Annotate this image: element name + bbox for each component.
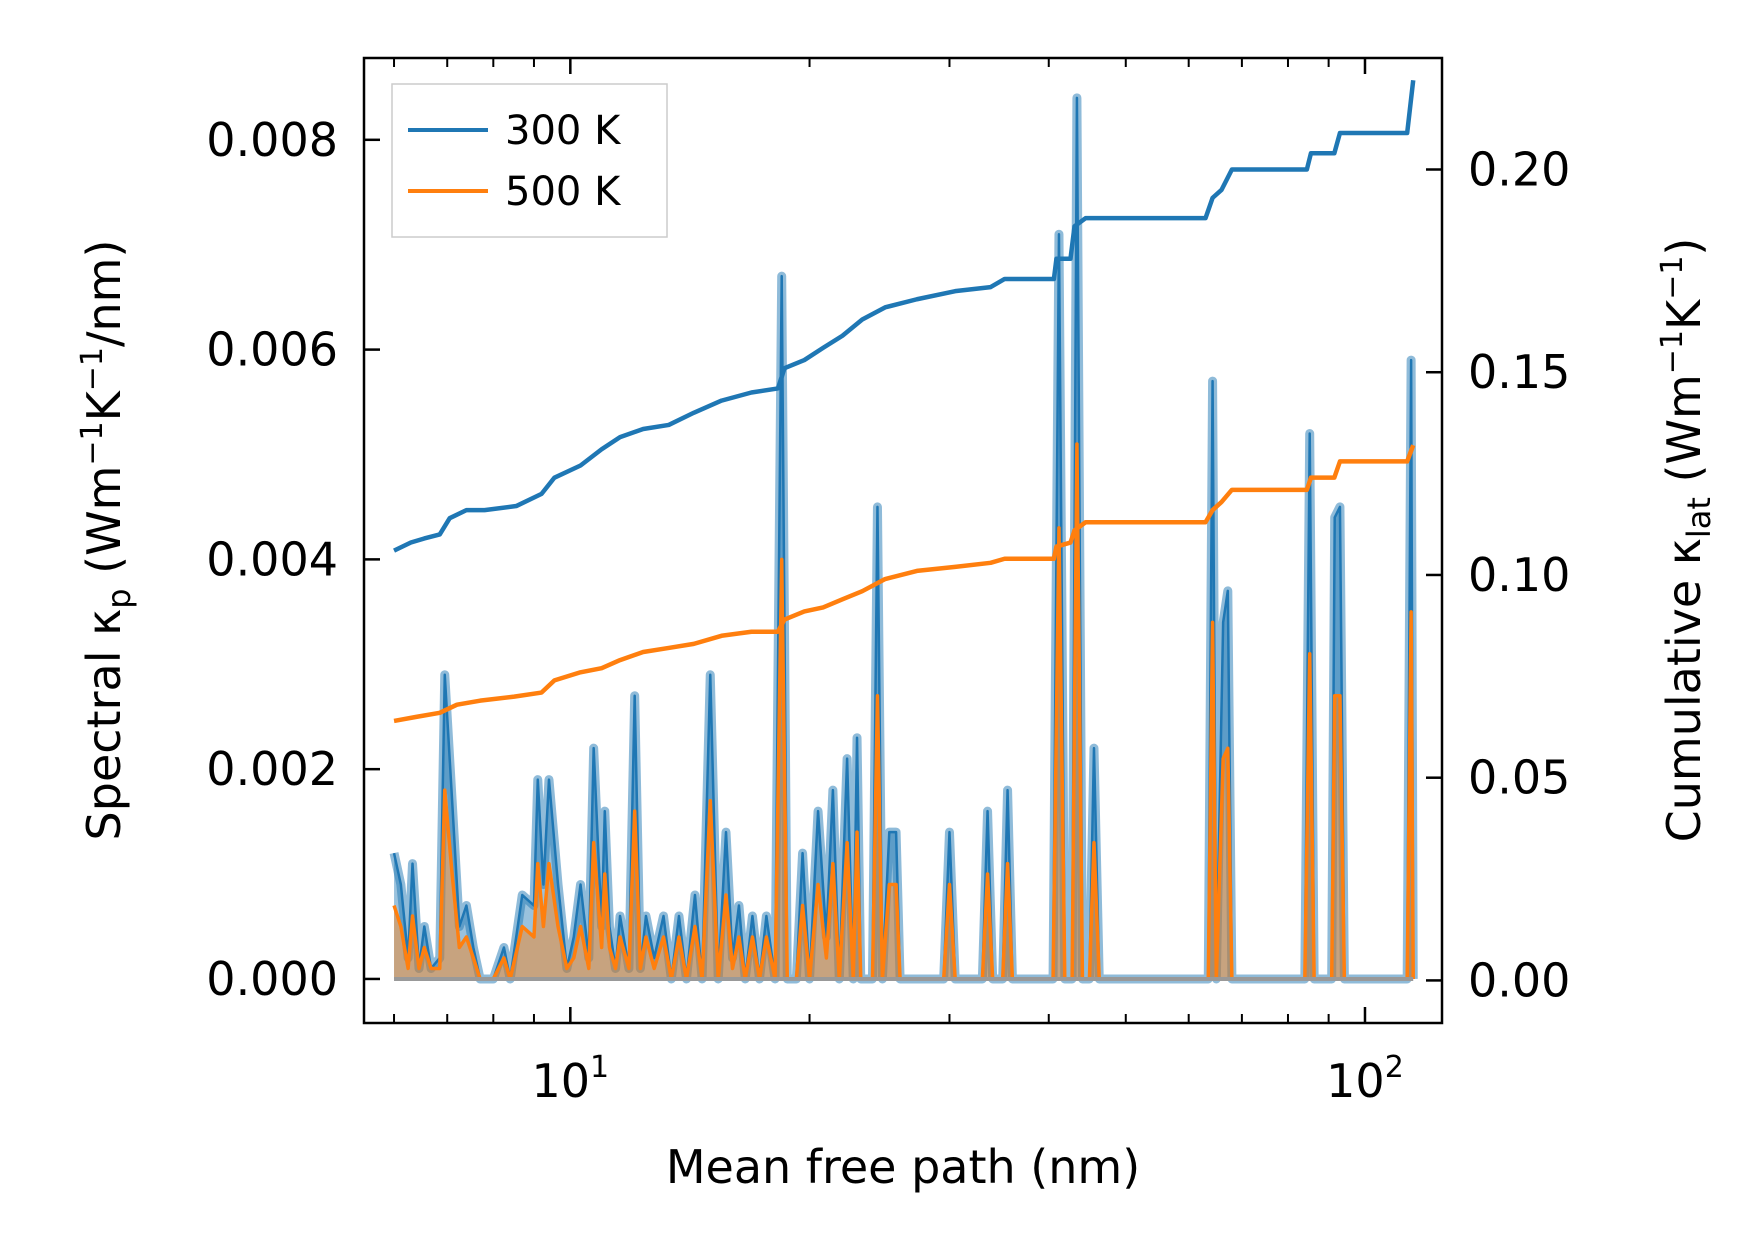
legend-label-300K: 300 K [505, 108, 622, 154]
x-tick-label-base: 10 [532, 1054, 591, 1108]
x-axis-title: Mean free path (nm) [666, 1140, 1140, 1194]
y-right-tick-label: 0.05 [1468, 751, 1570, 805]
left-axis-title-sup1: −1 [75, 421, 110, 465]
y-left-tick-label: 0.008 [206, 113, 338, 167]
plot-area [389, 80, 1418, 984]
right-axis-title-sub: lat [1680, 497, 1718, 538]
left-axis-title-mid: (Wm [77, 466, 131, 589]
y-left-tick-label: 0.006 [206, 323, 338, 377]
y-right-tick-label: 0.15 [1468, 345, 1570, 399]
right-axis-title-sup2: −1 [1655, 256, 1690, 300]
y-right-tick-label: 0.00 [1468, 953, 1570, 1007]
cumulative-300K-line [393, 80, 1416, 553]
cumulative-500K-line [393, 444, 1416, 724]
left-axis-title: Spectral κp (Wm−1K−1/nm) [75, 240, 138, 841]
right-axis-title-k: K [1657, 298, 1711, 330]
left-axis-title-suffix: /nm) [77, 240, 131, 347]
x-tick-label: 102 [1326, 1050, 1404, 1108]
legend-box [391, 83, 668, 238]
x-tick-label-base: 10 [1326, 1054, 1385, 1108]
x-tick-label-exp: 2 [1385, 1050, 1404, 1085]
right-axis-title-sup1: −1 [1655, 330, 1690, 374]
right-axis-title-mid: (Wm [1657, 374, 1711, 497]
y-left-tick-label: 0.004 [206, 532, 338, 586]
left-axis-title-k: K [77, 389, 131, 421]
left-axis-title-sub: p [100, 588, 138, 608]
spectral-500K-area [394, 444, 1414, 979]
right-axis-title-prefix: Cumulative κ [1657, 538, 1711, 842]
right-axis-title-suffix: ) [1657, 238, 1711, 256]
left-axis-title-prefix: Spectral κ [77, 609, 131, 841]
y-left-tick-label: 0.000 [206, 952, 338, 1006]
x-tick-label: 101 [532, 1050, 610, 1108]
legend-label-500K: 500 K [505, 169, 622, 215]
legend: 300 K 500 K [391, 83, 668, 238]
y-right-tick-label: 0.10 [1468, 548, 1570, 602]
y-left-tick-label: 0.002 [206, 742, 338, 796]
left-axis-title-sup2: −1 [75, 347, 110, 391]
x-tick-label-exp: 1 [590, 1050, 609, 1085]
axes-frame [362, 56, 1444, 1025]
ticks: 0.000 0.002 0.004 0.006 0.008 0.00 0.05 0.10 0.1… [206, 58, 1570, 1108]
right-axis-title: Cumulative κlat (Wm−1K−1) [1655, 238, 1718, 843]
y-right-tick-label: 0.20 [1468, 143, 1570, 197]
